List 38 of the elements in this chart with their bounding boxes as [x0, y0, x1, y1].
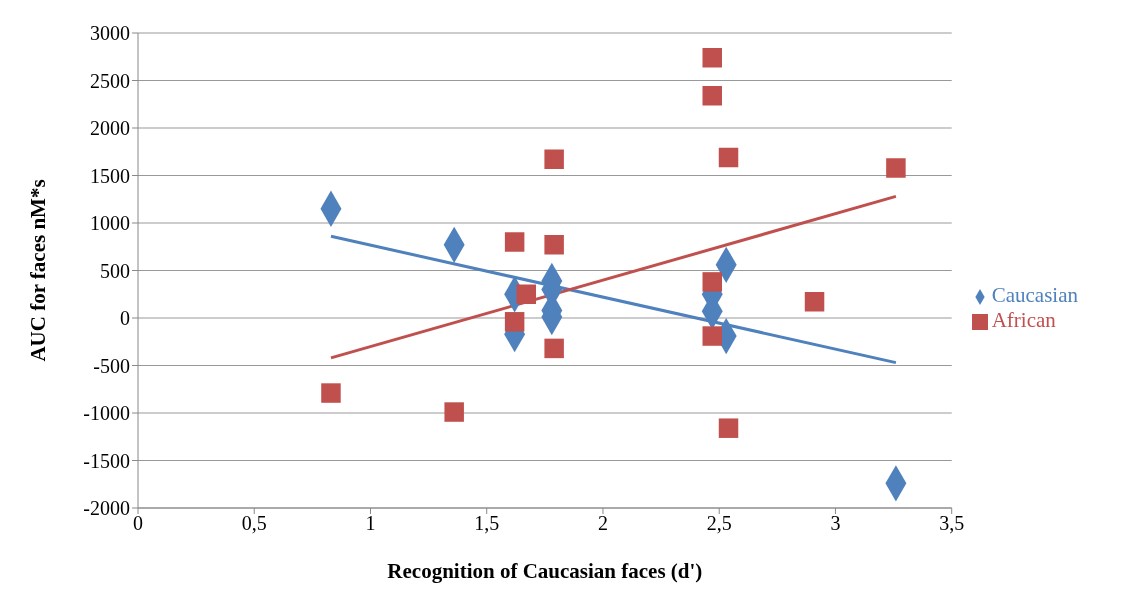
y-tick-label: -500 — [93, 354, 130, 377]
y-tick-label: 2000 — [90, 117, 130, 140]
point — [321, 383, 341, 403]
x-tick-label: 3,5 — [939, 512, 965, 535]
point — [804, 292, 825, 312]
x-tick-label: 2,5 — [706, 512, 732, 535]
y-tick-label: 1000 — [90, 212, 130, 235]
point — [544, 338, 564, 359]
y-tick-label: 0 — [120, 307, 130, 330]
point — [718, 147, 739, 168]
point — [702, 47, 722, 68]
y-tick-label: -2000 — [83, 497, 130, 520]
point — [886, 158, 906, 178]
point — [702, 272, 722, 292]
point — [544, 149, 564, 170]
point — [544, 235, 564, 255]
y-axis-title: AUC for faces nM*s — [26, 179, 51, 362]
point — [504, 312, 525, 332]
point — [718, 418, 739, 438]
y-tick-label: 2500 — [90, 69, 130, 92]
x-tick-label: 2 — [597, 512, 608, 535]
y-tick-label: -1500 — [83, 449, 130, 472]
legend-label: Caucasian — [991, 283, 1078, 307]
point — [444, 402, 464, 422]
y-tick-label: 500 — [100, 259, 130, 282]
y-tick-label: 1500 — [90, 164, 130, 187]
point — [702, 85, 722, 106]
legend-label: African — [991, 308, 1056, 332]
y-tick-label: 3000 — [90, 22, 130, 45]
x-tick-label: 0,5 — [241, 512, 267, 535]
point — [516, 284, 536, 304]
x-tick-label: 3 — [830, 512, 841, 535]
point — [504, 232, 525, 252]
point — [702, 326, 722, 346]
y-tick-label: -1000 — [83, 402, 130, 425]
x-tick-label: 1 — [365, 512, 376, 535]
x-tick-label: 1,5 — [474, 512, 500, 535]
x-axis-title: Recognition of Caucasian faces (d') — [387, 559, 703, 583]
